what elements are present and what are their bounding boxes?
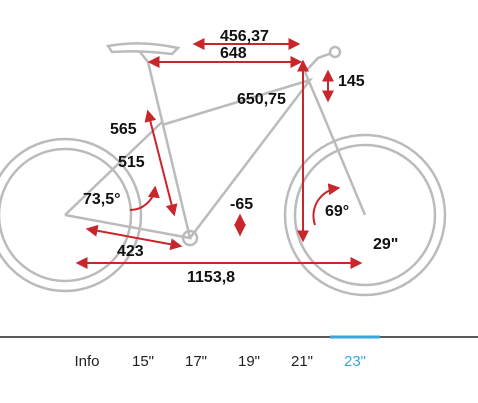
dimension: 73,5° [83,191,121,208]
dimension: 423 [117,243,144,260]
tab[interactable]: 15" [132,353,154,370]
dimension: 650,75 [237,91,286,108]
dimension-labels: 456,37 648 145 650,75 565 515 73,5° -65 … [83,28,398,286]
bike [0,42,447,297]
dimension: 29" [373,236,398,253]
tab[interactable]: Info [74,353,99,370]
dimension: 456,37 [220,28,269,45]
dimension: 69° [325,203,349,220]
tab[interactable]: 23" [344,353,366,370]
dimension: 648 [220,45,247,62]
tab-bar: Info 15" 17" 19" 21" 23" [74,335,380,370]
dimension: 565 [110,121,137,138]
dimension: 145 [338,73,365,90]
tab[interactable]: 19" [238,353,260,370]
tab[interactable]: 21" [291,353,313,370]
dimension: 1153,8 [187,269,235,286]
dimension-lines [75,38,363,269]
dimension: -65 [230,196,253,213]
tab[interactable]: 17" [185,353,207,370]
dimension: 515 [118,154,145,171]
